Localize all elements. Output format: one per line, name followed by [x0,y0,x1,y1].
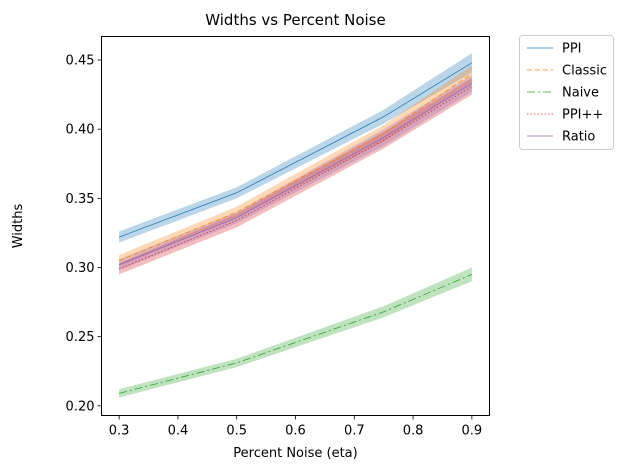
confidence-bands [119,53,472,398]
y-tick-label: 0.35 [66,192,95,207]
x-tick-label: 0.9 [462,424,483,439]
y-tick-label: 0.40 [66,123,95,138]
legend-label: PPI++ [562,108,603,123]
series-line-ratio [118,83,473,266]
series-line-ppi [118,62,473,238]
legend-label: Classic [562,64,607,79]
band-ppiplusplus [119,78,472,275]
series-lines [118,62,473,394]
legend-frame [519,35,614,150]
x-axis-label: Percent Noise (eta) [233,446,357,461]
series-line-naive [118,274,473,394]
y-axis: 0.20 0.25 0.30 0.35 0.40 0.45 [66,54,102,414]
x-axis: 0.3 0.4 0.5 0.6 0.7 0.8 0.9 [109,415,483,439]
legend-label: Ratio [562,130,595,145]
x-tick-label: 0.4 [168,424,189,439]
y-axis-label: Widths [11,204,26,249]
band-ppi [119,53,472,243]
chart-title: Widths vs Percent Noise [205,11,385,29]
y-tick-label: 0.25 [66,330,95,345]
y-tick-label: 0.45 [66,54,95,69]
x-tick-label: 0.8 [403,424,424,439]
legend: PPI Classic Naive PPI++ Ratio [519,35,614,150]
series-line-ppiplusplus [118,85,473,270]
y-tick-label: 0.20 [66,399,95,414]
legend-label: PPI [562,42,582,57]
x-tick-label: 0.6 [285,424,306,439]
legend-label: Naive [562,86,599,101]
x-tick-label: 0.3 [109,424,130,439]
y-tick-label: 0.30 [66,261,95,276]
x-tick-label: 0.5 [226,424,247,439]
band-naive [119,267,472,398]
x-tick-label: 0.7 [344,424,365,439]
band-classic [119,65,472,267]
series-line-classic [118,73,473,261]
